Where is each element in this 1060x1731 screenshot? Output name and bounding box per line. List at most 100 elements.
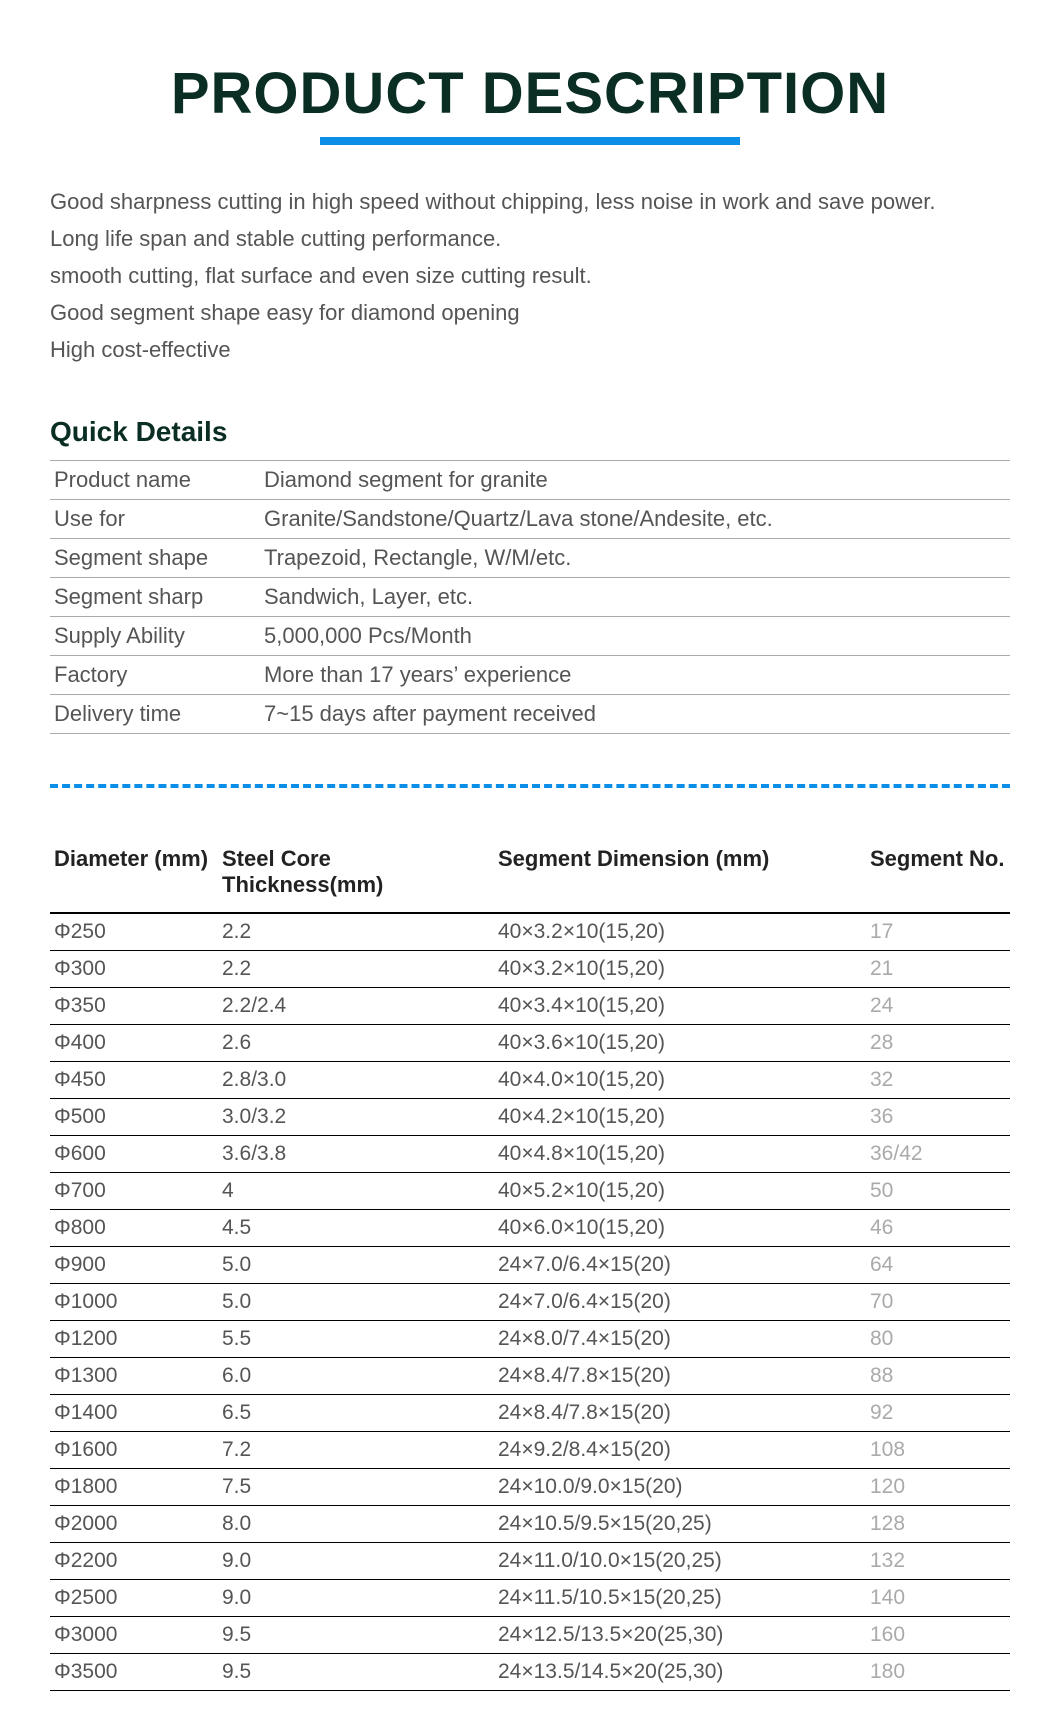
cell-diameter: Φ400 — [50, 1025, 218, 1062]
cell-thickness: 9.0 — [218, 1580, 494, 1617]
cell-thickness: 9.5 — [218, 1654, 494, 1691]
details-label: Delivery time — [50, 695, 260, 734]
spec-row: Φ22009.024×11.0/10.0×15(20,25)132 — [50, 1543, 1010, 1580]
spec-row: Φ25009.024×11.5/10.5×15(20,25)140 — [50, 1580, 1010, 1617]
spec-row: Φ5003.0/3.240×4.2×10(15,20)36 — [50, 1099, 1010, 1136]
cell-diameter: Φ2200 — [50, 1543, 218, 1580]
dashed-separator — [50, 784, 1010, 788]
cell-dimension: 24×7.0/6.4×15(20) — [494, 1284, 866, 1321]
spec-row: Φ700440×5.2×10(15,20)50 — [50, 1173, 1010, 1210]
cell-diameter: Φ800 — [50, 1210, 218, 1247]
spec-row: Φ4002.640×3.6×10(15,20)28 — [50, 1025, 1010, 1062]
spec-row: Φ13006.024×8.4/7.8×15(20)88 — [50, 1358, 1010, 1395]
cell-thickness: 2.2/2.4 — [218, 988, 494, 1025]
cell-dimension: 40×3.2×10(15,20) — [494, 913, 866, 951]
cell-diameter: Φ2500 — [50, 1580, 218, 1617]
feature-line: Long life span and stable cutting perfor… — [50, 222, 1010, 255]
details-label: Factory — [50, 656, 260, 695]
header-diameter: Diameter (mm) — [50, 838, 218, 913]
cell-diameter: Φ1800 — [50, 1469, 218, 1506]
title-section: PRODUCT DESCRIPTION — [50, 60, 1010, 145]
cell-dimension: 40×4.0×10(15,20) — [494, 1062, 866, 1099]
cell-segno: 50 — [866, 1173, 1010, 1210]
details-value: More than 17 years’ experience — [260, 656, 1010, 695]
cell-thickness: 7.2 — [218, 1432, 494, 1469]
details-value: 5,000,000 Pcs/Month — [260, 617, 1010, 656]
details-value: Diamond segment for granite — [260, 461, 1010, 500]
cell-segno: 120 — [866, 1469, 1010, 1506]
cell-segno: 46 — [866, 1210, 1010, 1247]
cell-segno: 92 — [866, 1395, 1010, 1432]
spec-row: Φ35009.524×13.5/14.5×20(25,30)180 — [50, 1654, 1010, 1691]
cell-segno: 36/42 — [866, 1136, 1010, 1173]
cell-segno: 36 — [866, 1099, 1010, 1136]
details-value: 7~15 days after payment received — [260, 695, 1010, 734]
cell-dimension: 24×13.5/14.5×20(25,30) — [494, 1654, 866, 1691]
cell-thickness: 6.0 — [218, 1358, 494, 1395]
spec-row: Φ16007.224×9.2/8.4×15(20)108 — [50, 1432, 1010, 1469]
details-row: FactoryMore than 17 years’ experience — [50, 656, 1010, 695]
details-label: Segment sharp — [50, 578, 260, 617]
cell-dimension: 40×3.2×10(15,20) — [494, 951, 866, 988]
cell-thickness: 3.0/3.2 — [218, 1099, 494, 1136]
cell-thickness: 4 — [218, 1173, 494, 1210]
cell-diameter: Φ900 — [50, 1247, 218, 1284]
cell-thickness: 5.0 — [218, 1247, 494, 1284]
feature-line: High cost-effective — [50, 333, 1010, 366]
cell-diameter: Φ450 — [50, 1062, 218, 1099]
cell-dimension: 24×10.0/9.0×15(20) — [494, 1469, 866, 1506]
spec-row: Φ3502.2/2.440×3.4×10(15,20)24 — [50, 988, 1010, 1025]
details-row: Product nameDiamond segment for granite — [50, 461, 1010, 500]
cell-dimension: 40×6.0×10(15,20) — [494, 1210, 866, 1247]
spec-row: Φ14006.524×8.4/7.8×15(20)92 — [50, 1395, 1010, 1432]
details-label: Supply Ability — [50, 617, 260, 656]
details-value: Trapezoid, Rectangle, W/M/etc. — [260, 539, 1010, 578]
cell-dimension: 24×11.5/10.5×15(20,25) — [494, 1580, 866, 1617]
quick-details-table: Product nameDiamond segment for graniteU… — [50, 460, 1010, 734]
details-row: Segment shapeTrapezoid, Rectangle, W/M/e… — [50, 539, 1010, 578]
cell-segno: 132 — [866, 1543, 1010, 1580]
cell-dimension: 24×9.2/8.4×15(20) — [494, 1432, 866, 1469]
cell-segno: 32 — [866, 1062, 1010, 1099]
details-label: Segment shape — [50, 539, 260, 578]
cell-diameter: Φ3000 — [50, 1617, 218, 1654]
spec-table: Diameter (mm) Steel Core Thickness(mm) S… — [50, 838, 1010, 1691]
details-row: Supply Ability5,000,000 Pcs/Month — [50, 617, 1010, 656]
cell-thickness: 2.8/3.0 — [218, 1062, 494, 1099]
cell-segno: 24 — [866, 988, 1010, 1025]
header-segno: Segment No. — [866, 838, 1010, 913]
cell-segno: 80 — [866, 1321, 1010, 1358]
spec-row: Φ18007.524×10.0/9.0×15(20)120 — [50, 1469, 1010, 1506]
spec-row: Φ3002.240×3.2×10(15,20)21 — [50, 951, 1010, 988]
details-value: Sandwich, Layer, etc. — [260, 578, 1010, 617]
cell-dimension: 24×8.0/7.4×15(20) — [494, 1321, 866, 1358]
header-dimension: Segment Dimension (mm) — [494, 838, 866, 913]
details-label: Product name — [50, 461, 260, 500]
cell-dimension: 24×8.4/7.8×15(20) — [494, 1358, 866, 1395]
cell-dimension: 40×3.6×10(15,20) — [494, 1025, 866, 1062]
spec-row: Φ12005.524×8.0/7.4×15(20)80 — [50, 1321, 1010, 1358]
cell-diameter: Φ700 — [50, 1173, 218, 1210]
cell-diameter: Φ1200 — [50, 1321, 218, 1358]
cell-segno: 108 — [866, 1432, 1010, 1469]
cell-segno: 180 — [866, 1654, 1010, 1691]
spec-row: Φ9005.024×7.0/6.4×15(20)64 — [50, 1247, 1010, 1284]
details-row: Segment sharpSandwich, Layer, etc. — [50, 578, 1010, 617]
cell-thickness: 9.5 — [218, 1617, 494, 1654]
cell-segno: 70 — [866, 1284, 1010, 1321]
quick-details-heading: Quick Details — [50, 416, 1010, 448]
features-list: Good sharpness cutting in high speed wit… — [50, 185, 1010, 366]
cell-thickness: 2.2 — [218, 951, 494, 988]
cell-diameter: Φ300 — [50, 951, 218, 988]
cell-thickness: 2.2 — [218, 913, 494, 951]
details-label: Use for — [50, 500, 260, 539]
cell-segno: 28 — [866, 1025, 1010, 1062]
cell-dimension: 40×4.8×10(15,20) — [494, 1136, 866, 1173]
feature-line: Good sharpness cutting in high speed wit… — [50, 185, 1010, 218]
cell-diameter: Φ3500 — [50, 1654, 218, 1691]
cell-diameter: Φ1300 — [50, 1358, 218, 1395]
spec-header-row: Diameter (mm) Steel Core Thickness(mm) S… — [50, 838, 1010, 913]
cell-dimension: 24×10.5/9.5×15(20,25) — [494, 1506, 866, 1543]
page-title: PRODUCT DESCRIPTION — [171, 60, 889, 127]
cell-thickness: 5.5 — [218, 1321, 494, 1358]
